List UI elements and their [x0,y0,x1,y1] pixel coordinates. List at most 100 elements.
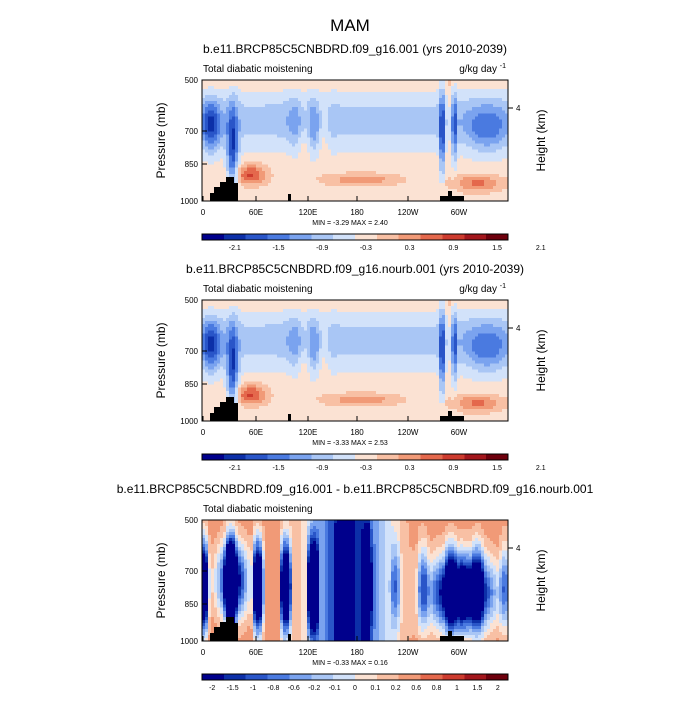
heatmap-cell [241,159,244,162]
heatmap-cell [370,119,373,122]
heatmap-cell [244,324,247,327]
heatmap-cell [244,150,247,153]
heatmap-cell [274,122,277,125]
heatmap-cell [430,110,433,113]
heatmap-cell [307,174,310,177]
heatmap-cell [442,186,445,189]
heatmap-cell [445,110,448,113]
heatmap-cell [331,195,334,198]
heatmap-cell [415,174,418,177]
heatmap-cell [295,110,298,113]
heatmap-cell [373,83,376,86]
heatmap-cell [256,186,259,189]
heatmap-cell [448,86,451,89]
heatmap-cell [397,192,400,195]
heatmap-cell [433,104,436,107]
heatmap-cell [214,379,217,382]
heatmap-cell [262,171,265,174]
heatmap-cell [256,101,259,104]
heatmap-cell [382,147,385,150]
heatmap-cell [487,122,490,125]
heatmap-cell [286,156,289,159]
heatmap-cell [451,83,454,86]
heatmap-cell [250,180,253,183]
heatmap-cell [256,409,259,412]
heatmap-cell [253,300,256,303]
heatmap-cell [337,144,340,147]
heatmap-cell [406,177,409,180]
heatmap-cell [235,376,238,379]
heatmap-cell [472,144,475,147]
heatmap-cell [340,131,343,134]
heatmap-cell [388,119,391,122]
heatmap-cell [220,376,223,379]
heatmap-cell [256,189,259,192]
heatmap-cell [343,141,346,144]
heatmap-cell [391,174,394,177]
heatmap-cell [445,150,448,153]
heatmap-cell [235,156,238,159]
heatmap-cell [445,131,448,134]
heatmap-cell [310,165,313,168]
heatmap-cell [247,364,250,367]
heatmap-cell [229,162,232,165]
heatmap-cell [322,165,325,168]
heatmap-cell [283,144,286,147]
heatmap-cell [205,83,208,86]
heatmap-cell [475,83,478,86]
heatmap-cell [412,83,415,86]
heatmap-cell [334,104,337,107]
heatmap-cell [448,80,451,83]
heatmap-cell [418,144,421,147]
heatmap-cell [250,189,253,192]
heatmap-cell [373,162,376,165]
heatmap-cell [502,195,505,198]
heatmap-cell [271,147,274,150]
heatmap-cell [382,180,385,183]
heatmap-cell [262,189,265,192]
heatmap-cell [499,98,502,101]
heatmap-cell [442,168,445,171]
heatmap-cell [217,324,220,327]
heatmap-cell [337,107,340,110]
heatmap-cell [376,156,379,159]
heatmap-cell [202,336,205,339]
heatmap-cell [430,174,433,177]
heatmap-cell [370,180,373,183]
heatmap-cell [481,128,484,131]
heatmap-cell [361,119,364,122]
heatmap-cell [241,153,244,156]
heatmap-cell [208,171,211,174]
heatmap-cell [382,134,385,137]
heatmap-cell [241,339,244,342]
heatmap-cell [496,128,499,131]
heatmap-cell [283,86,286,89]
heatmap-cell [211,189,214,192]
heatmap-cell [253,86,256,89]
heatmap-cell [238,300,241,303]
heatmap-cell [349,113,352,116]
heatmap-cell [295,137,298,140]
heatmap-cell [262,394,265,397]
heatmap-cell [277,168,280,171]
heatmap-cell [226,156,229,159]
heatmap-cell [463,137,466,140]
heatmap-cell [376,192,379,195]
heatmap-cell [256,122,259,125]
heatmap-cell [502,137,505,140]
heatmap-cell [241,391,244,394]
heatmap-cell [472,95,475,98]
heatmap-cell [232,153,235,156]
heatmap-cell [469,80,472,83]
heatmap-cell [352,177,355,180]
heatmap-cell [250,400,253,403]
heatmap-cell [229,165,232,168]
heatmap-cell [223,388,226,391]
heatmap-cell [472,113,475,116]
heatmap-cell [220,351,223,354]
heatmap-cell [496,162,499,165]
heatmap-cell [388,195,391,198]
heatmap-cell [322,162,325,165]
heatmap-cell [490,180,493,183]
heatmap-cell [259,397,262,400]
